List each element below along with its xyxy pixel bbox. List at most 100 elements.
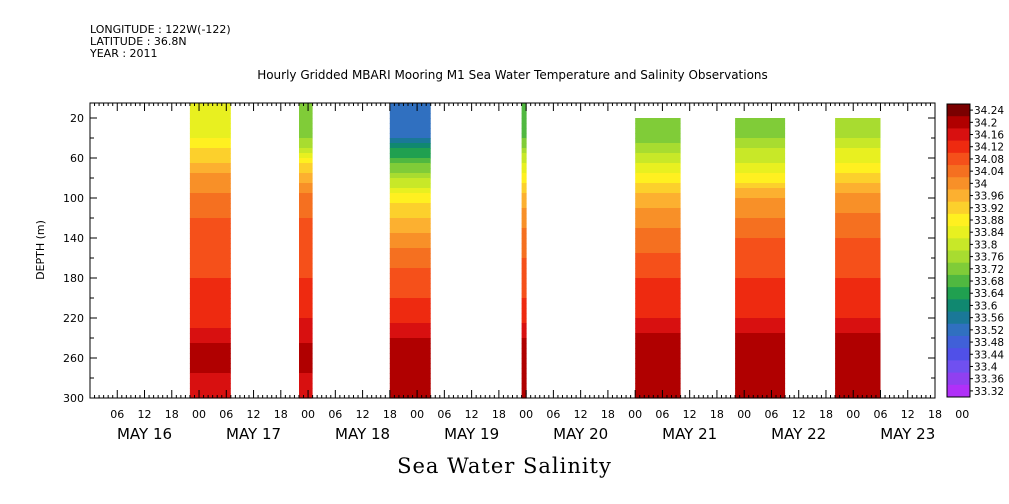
data-column: [521, 103, 527, 399]
salinity-cell: [735, 373, 786, 379]
salinity-cell: [735, 138, 786, 144]
salinity-cell: [389, 333, 431, 339]
salinity-cell: [389, 153, 431, 159]
x-date-label: MAY 16: [117, 425, 172, 443]
salinity-cell: [635, 133, 681, 139]
salinity-cell: [389, 368, 431, 374]
salinity-cell: [735, 143, 786, 149]
salinity-cell: [189, 168, 231, 174]
salinity-cell: [835, 313, 881, 319]
salinity-cell: [635, 238, 681, 244]
x-tick-label: 00: [519, 408, 533, 421]
salinity-cell: [835, 333, 881, 339]
colorbar-label: 34.16: [974, 130, 1004, 142]
salinity-cell: [299, 293, 313, 299]
salinity-cell: [299, 233, 313, 239]
colorbar-label: 33.96: [974, 191, 1004, 203]
salinity-cell: [299, 248, 313, 254]
y-tick-label: 180: [63, 272, 84, 285]
salinity-cell: [835, 163, 881, 169]
salinity-cell: [299, 113, 313, 119]
salinity-cell: [389, 223, 431, 229]
salinity-cell: [389, 163, 431, 169]
salinity-cell: [189, 158, 231, 164]
salinity-cell: [735, 333, 786, 339]
salinity-cell: [835, 153, 881, 159]
salinity-cell: [299, 263, 313, 269]
salinity-cell: [835, 348, 881, 354]
salinity-cell: [521, 378, 527, 384]
salinity-cell: [299, 313, 313, 319]
x-tick-label: 06: [873, 408, 887, 421]
salinity-cell: [389, 313, 431, 319]
salinity-cell: [521, 193, 527, 199]
salinity-cell: [835, 213, 881, 219]
colorbar-label: 34: [974, 178, 988, 190]
salinity-cell: [735, 233, 786, 239]
salinity-cell: [389, 273, 431, 279]
x-tick-label: 12: [247, 408, 261, 421]
salinity-cell: [635, 128, 681, 134]
y-tick-label: 60: [70, 152, 84, 165]
salinity-cell: [189, 378, 231, 384]
x-tick-label: 12: [683, 408, 697, 421]
salinity-cell: [189, 293, 231, 299]
salinity-cell: [835, 218, 881, 224]
salinity-cell: [635, 253, 681, 259]
salinity-cell: [299, 208, 313, 214]
salinity-cell: [299, 108, 313, 114]
salinity-cell: [835, 133, 881, 139]
salinity-cell: [389, 258, 431, 264]
salinity-cell: [835, 268, 881, 274]
salinity-cell: [635, 148, 681, 154]
colorbar-swatch: [947, 201, 970, 215]
salinity-cell: [299, 133, 313, 139]
salinity-cell: [521, 288, 527, 294]
salinity-cell: [299, 168, 313, 174]
colorbar-label: 33.36: [974, 374, 1004, 386]
x-tick-label: 12: [792, 408, 806, 421]
salinity-cell: [735, 293, 786, 299]
salinity-cell: [299, 363, 313, 369]
colorbar-label: 33.84: [974, 227, 1004, 239]
salinity-cell: [835, 363, 881, 369]
salinity-cell: [299, 283, 313, 289]
salinity-cell: [521, 118, 527, 124]
salinity-cell: [389, 288, 431, 294]
salinity-cell: [521, 298, 527, 304]
salinity-cell: [299, 348, 313, 354]
salinity-cell: [299, 393, 313, 399]
x-tick-label: 00: [301, 408, 315, 421]
salinity-cell: [735, 318, 786, 324]
salinity-cell: [389, 253, 431, 259]
x-tick-label: 18: [165, 408, 179, 421]
salinity-cell: [521, 253, 527, 259]
salinity-cell: [521, 218, 527, 224]
salinity-cell: [189, 248, 231, 254]
salinity-cell: [635, 123, 681, 129]
salinity-cell: [299, 318, 313, 324]
salinity-cell: [299, 383, 313, 389]
salinity-cell: [635, 258, 681, 264]
salinity-cell: [635, 308, 681, 314]
salinity-cell: [635, 143, 681, 149]
salinity-cell: [389, 158, 431, 164]
salinity-cell: [299, 253, 313, 259]
colorbar-swatch: [947, 128, 970, 142]
salinity-cell: [735, 298, 786, 304]
salinity-cell: [389, 108, 431, 114]
salinity-cell: [299, 308, 313, 314]
salinity-cell: [835, 273, 881, 279]
salinity-cell: [389, 283, 431, 289]
salinity-cell: [835, 118, 881, 124]
salinity-cell: [521, 243, 527, 249]
salinity-cell: [735, 328, 786, 334]
salinity-cell: [835, 233, 881, 239]
salinity-cell: [735, 223, 786, 229]
x-tick-label: 12: [356, 408, 370, 421]
salinity-cell: [521, 293, 527, 299]
x-date-label: MAY 21: [662, 425, 717, 443]
colorbar-label: 33.56: [974, 313, 1004, 325]
salinity-cell: [189, 178, 231, 184]
